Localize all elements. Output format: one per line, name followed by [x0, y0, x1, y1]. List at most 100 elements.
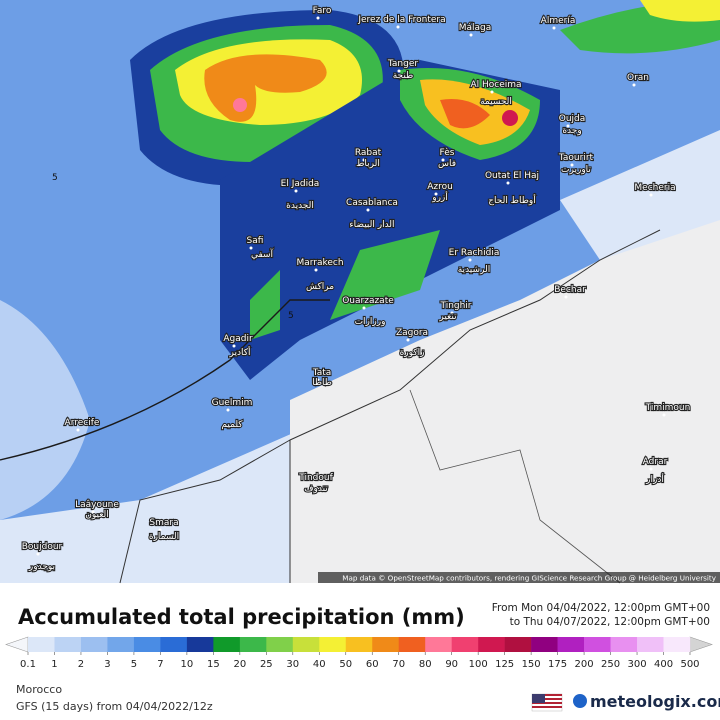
city-local-name: أوطاط الحاج [488, 194, 536, 206]
city-local-name: العيون [85, 510, 109, 520]
model-info: GFS (15 days) from 04/04/2022/12z [16, 700, 213, 713]
colorbar-box [133, 637, 161, 652]
city-name: Taourirt [558, 153, 594, 163]
city-name: Fès [440, 147, 455, 158]
city-dot [649, 467, 653, 471]
city-local-name: الحسيمة [480, 97, 512, 107]
land-dry [290, 160, 720, 583]
city-dot [662, 413, 666, 417]
colorbar-label: 500 [680, 659, 699, 670]
city-name: Timimoun [645, 403, 691, 413]
contour-label: 5 [52, 173, 58, 183]
city-local-name: آسفي [251, 248, 274, 260]
city-dot [36, 552, 40, 556]
colorbar-label: 2 [78, 659, 84, 670]
contour-label: 5 [288, 311, 294, 321]
colorbar-label: 300 [627, 659, 646, 670]
colorbar-label: 7 [157, 659, 163, 670]
colorbar-label: 200 [575, 659, 594, 670]
city-dot [226, 408, 230, 412]
colorbar-label: 90 [445, 659, 458, 670]
colorbar-label: 5 [131, 659, 137, 670]
city-dot [316, 378, 320, 382]
city-name: Bechar [554, 285, 586, 295]
city-dot [76, 428, 80, 432]
city-dot [249, 246, 253, 250]
period-from: From Mon 04/04/2022, 12:00pm GMT+00 [492, 602, 710, 614]
city-dot [649, 193, 653, 197]
period-to: to Thu 04/07/2022, 12:00pm GMT+00 [510, 616, 710, 628]
city-local-name: فاس [438, 159, 456, 169]
colorbar-label: 25 [260, 659, 273, 670]
city-name: Marrakech [296, 258, 343, 268]
city-name: Arrecife [65, 418, 100, 428]
border [409, 389, 621, 584]
city-name: Tindouf [298, 473, 333, 483]
city-dot [632, 83, 636, 87]
colorbar-box [398, 637, 426, 652]
city-name: Oujda [559, 114, 586, 124]
city-local-name: الدار البيضاء [349, 220, 394, 230]
colorbar-box [80, 637, 108, 652]
colorbar-label: 400 [654, 659, 673, 670]
city-dot [232, 344, 236, 348]
city-name: Ouarzazate [342, 296, 394, 306]
colorbar-label: 15 [207, 659, 220, 670]
colorbar-label: 20 [233, 659, 246, 670]
colorbar-box [345, 637, 373, 652]
city-dot [310, 483, 314, 487]
city-name: Málaga [459, 23, 492, 33]
city-name: Safi [247, 236, 264, 246]
colorbar-box [54, 637, 82, 652]
city-dot [91, 510, 95, 514]
attribution: Map data © OpenStreetMap contributors, r… [342, 574, 716, 583]
colorbar-box [557, 637, 585, 652]
colorbar-label: 10 [181, 659, 194, 670]
precip-blob [440, 99, 490, 129]
city-local-name: طاطا [312, 378, 332, 388]
city-dot [406, 338, 410, 342]
city-name: Smara [149, 518, 178, 528]
map: Map data © OpenStreetMap contributors, r… [0, 0, 720, 584]
city-name: Tanger [387, 59, 418, 69]
city-local-name: تاوريرت [561, 165, 591, 175]
city-name: Almería [541, 16, 576, 26]
city-name: Zagora [396, 328, 428, 338]
city-dot [316, 16, 320, 20]
precip-blob [640, 0, 720, 22]
city-name: Casablanca [346, 198, 398, 208]
region: Morocco [16, 683, 62, 696]
city-dot [366, 208, 370, 212]
colorbar-label: 125 [495, 659, 514, 670]
colorbar-label: 150 [522, 659, 541, 670]
colorbar-label: 0.1 [20, 659, 36, 670]
city-local-name: بوجدور [28, 562, 55, 572]
city-local-name: ورزازات [355, 317, 386, 327]
colorbar-box [239, 637, 267, 652]
flag [531, 693, 563, 712]
attribution-bg [318, 572, 720, 583]
colorbar-high-end [689, 636, 713, 653]
city-name: Er Rachidia [449, 248, 500, 258]
city-dot [552, 26, 556, 30]
city-dot [564, 295, 568, 299]
city-local-name: وجدة [562, 126, 581, 136]
city-dot [362, 158, 366, 162]
city-dot [450, 311, 454, 315]
city-dot [441, 158, 445, 162]
colorbar-label: 50 [339, 659, 352, 670]
city-local-name: الرشيدية [458, 265, 491, 275]
city-dot [468, 258, 472, 262]
city-dot [396, 25, 400, 29]
colorbar-box [160, 637, 188, 652]
city-name: Laâyoune [75, 500, 119, 510]
city-name: Outat El Haj [485, 171, 539, 181]
city-name: Rabat [355, 148, 382, 158]
city-dot [434, 192, 438, 196]
logo-icon [573, 694, 587, 708]
colorbar-label: 60 [366, 659, 379, 670]
precip-blob [250, 270, 280, 340]
colorbar-box [425, 637, 452, 652]
city-local-name: كلميم [221, 420, 243, 430]
